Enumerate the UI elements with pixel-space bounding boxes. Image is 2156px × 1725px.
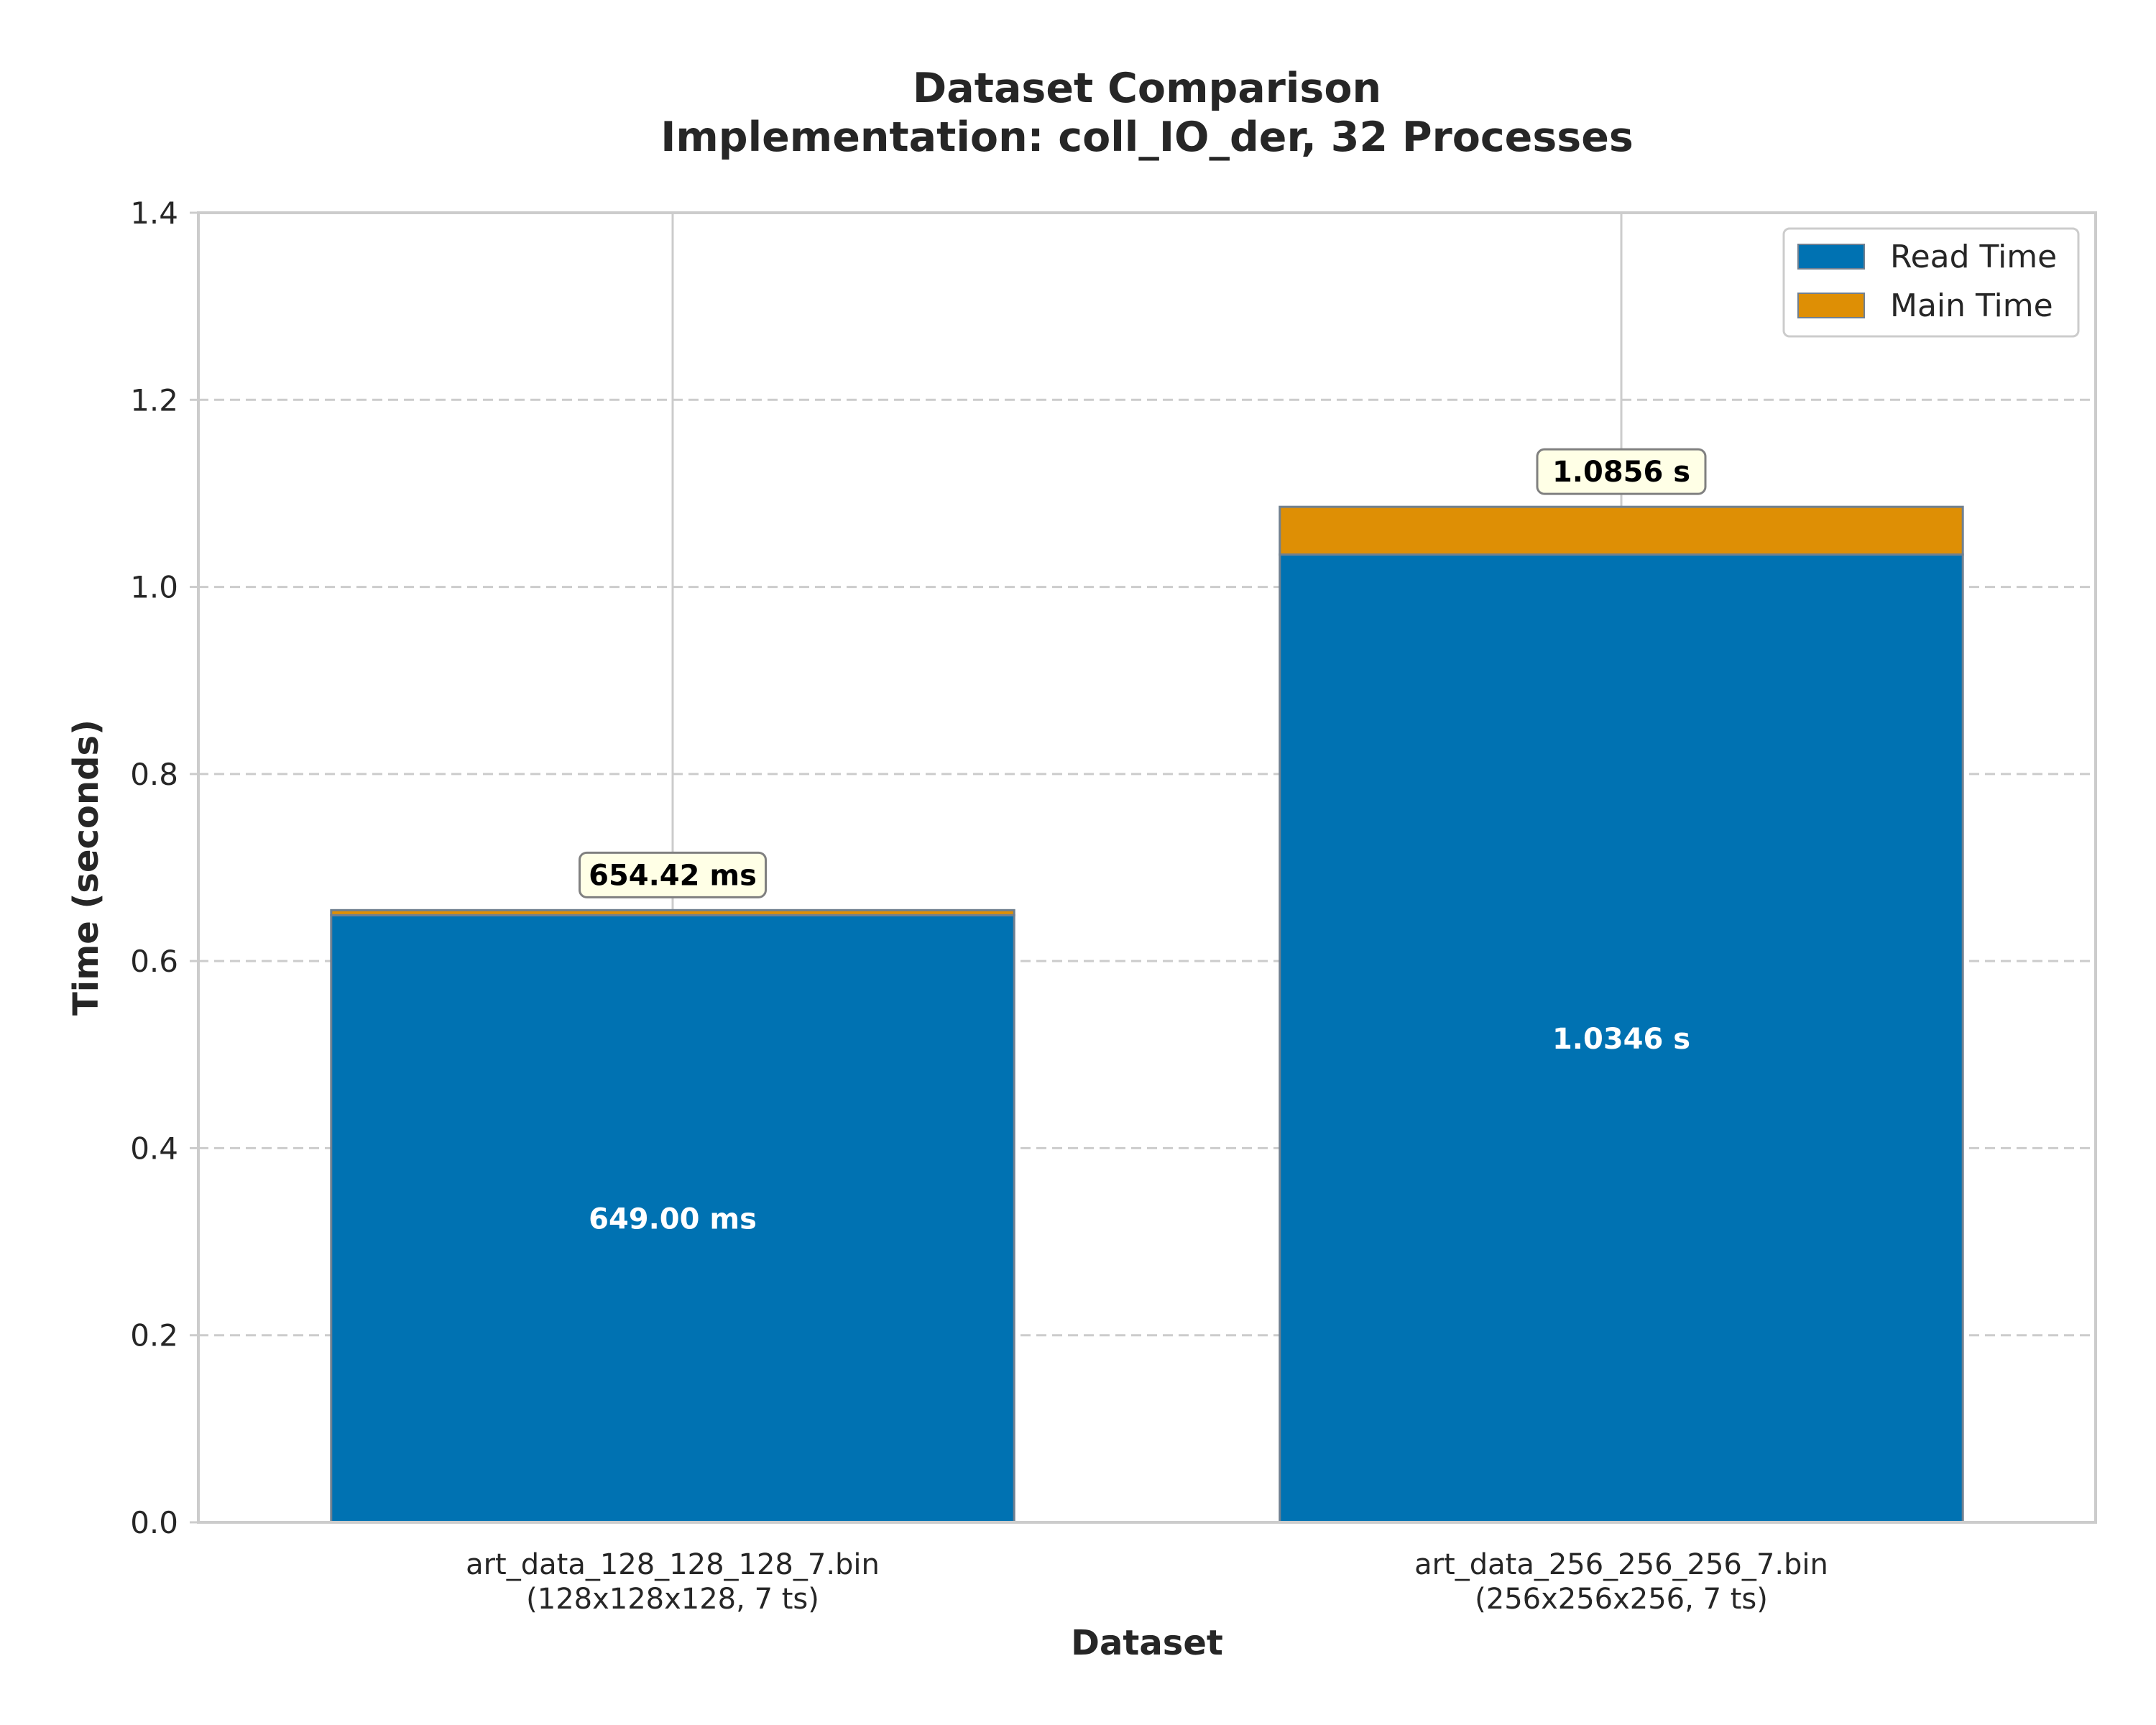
y-tick-label: 1.4 — [130, 196, 178, 231]
x-tick-detail: (128x128x128, 7 ts) — [526, 1583, 819, 1616]
total-value-label: 654.42 ms — [589, 859, 757, 892]
bar-read-time-0 — [330, 914, 1015, 1524]
y-tick-label: 0.8 — [130, 757, 178, 792]
x-tick-label: art_data_256_256_256_7.bin — [1414, 1548, 1828, 1581]
plot-border — [197, 211, 2097, 1524]
legend-swatch-read-time — [1797, 244, 1865, 270]
y-tick-label: 1.2 — [130, 382, 178, 418]
y-tick-label: 0.0 — [130, 1505, 178, 1540]
y-tick-label: 1.0 — [130, 570, 178, 605]
y-tick-label: 0.2 — [130, 1318, 178, 1353]
legend-label-read-time: Read Time — [1890, 239, 2057, 275]
total-label-box — [1536, 448, 1707, 495]
legend-swatch-main-time — [1797, 293, 1865, 318]
y-axis-ticks: 0.0 0.2 0.4 0.6 0.8 1.0 1.2 1.4 — [130, 196, 198, 1540]
x-tick-label: art_data_128_128_128_7.bin — [466, 1548, 880, 1581]
inner-labels: 649.00 ms 1.0346 s — [589, 1023, 1690, 1236]
chart-subtitle: Implementation: coll_IO_der, 32 Processe… — [660, 114, 1634, 161]
x-tick-detail: (256x256x256, 7 ts) — [1475, 1583, 1768, 1616]
total-value-label: 1.0856 s — [1552, 456, 1690, 489]
inner-value-label: 1.0346 s — [1552, 1023, 1690, 1056]
x-axis-label: Dataset — [1071, 1623, 1223, 1663]
legend: Read Time Main Time — [1782, 227, 2080, 338]
chart-title: Dataset Comparison — [913, 65, 1381, 112]
bars — [330, 505, 1964, 1524]
y-tick-label: 0.6 — [130, 944, 178, 979]
y-axis-label: Time (seconds) — [66, 719, 106, 1016]
bar-read-time-1 — [1279, 553, 1964, 1524]
legend-label-main-time: Main Time — [1890, 288, 2053, 324]
bar-main-time-0 — [330, 908, 1015, 916]
total-label-box — [579, 851, 767, 898]
x-axis-ticks: art_data_128_128_128_7.bin(128x128x128, … — [466, 1548, 1828, 1616]
inner-value-label: 649.00 ms — [589, 1203, 757, 1236]
bar-main-time-1 — [1279, 505, 1964, 556]
total-labels: 654.42 ms 1.0856 s — [579, 448, 1707, 898]
y-tick-label: 0.4 — [130, 1131, 178, 1166]
